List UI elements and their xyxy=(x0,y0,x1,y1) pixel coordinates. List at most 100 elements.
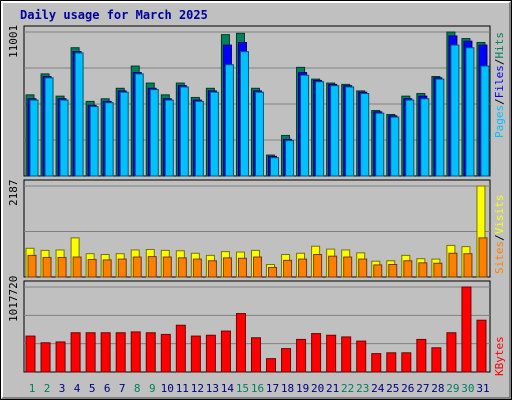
bar-kbytes-day-7 xyxy=(115,332,126,373)
bar-kbytes-day-3 xyxy=(55,341,66,373)
bar-pages-day-10 xyxy=(164,99,174,177)
bar-pages-day-16 xyxy=(254,91,264,177)
x-tick-day-25: 25 xyxy=(386,382,399,395)
bar-kbytes-day-24 xyxy=(371,353,382,373)
bar-pages-day-24 xyxy=(375,112,385,177)
bar-sites-day-11 xyxy=(177,257,187,278)
x-tick-day-26: 26 xyxy=(401,382,414,395)
bar-pages-day-22 xyxy=(345,86,355,177)
bar-kbytes-day-21 xyxy=(326,334,337,373)
x-tick-day-20: 20 xyxy=(311,382,324,395)
legend-sep-3: / xyxy=(493,234,506,241)
bar-kbytes-day-30 xyxy=(461,286,472,373)
x-tick-day-13: 13 xyxy=(206,382,219,395)
bar-pages-day-9 xyxy=(149,89,159,177)
bar-sites-day-25 xyxy=(388,264,398,278)
legend-visits: Visits xyxy=(493,195,506,235)
legend-pages: Pages xyxy=(493,105,506,138)
bar-kbytes-day-17 xyxy=(266,358,277,373)
legend-sep-2: / xyxy=(493,59,506,66)
legend-sep-1: / xyxy=(493,98,506,105)
bar-kbytes-day-12 xyxy=(190,335,201,373)
bar-pages-day-4 xyxy=(74,52,84,177)
bar-kbytes-day-26 xyxy=(401,352,412,373)
bar-sites-day-30 xyxy=(463,253,473,278)
bar-sites-day-9 xyxy=(147,256,157,278)
bar-sites-day-28 xyxy=(433,262,443,278)
bar-sites-day-19 xyxy=(298,258,308,278)
bar-pages-day-21 xyxy=(330,85,340,177)
chart-title: Daily usage for March 2025 xyxy=(20,8,208,22)
legend-kbytes: KBytes xyxy=(493,336,506,376)
bar-sites-day-6 xyxy=(102,259,112,278)
bar-sites-day-20 xyxy=(313,254,323,278)
bar-sites-day-24 xyxy=(373,264,383,278)
bar-kbytes-day-10 xyxy=(160,333,171,373)
bar-sites-day-22 xyxy=(343,256,353,278)
x-tick-day-3: 3 xyxy=(59,382,66,395)
bar-pages-day-1 xyxy=(29,99,39,177)
bar-pages-day-17 xyxy=(270,157,280,177)
bar-sites-day-5 xyxy=(87,259,97,278)
bar-kbytes-day-20 xyxy=(311,333,322,373)
x-tick-day-2: 2 xyxy=(44,382,51,395)
x-tick-day-17: 17 xyxy=(266,382,279,395)
bar-pages-day-20 xyxy=(315,81,325,177)
bar-kbytes-day-23 xyxy=(356,340,367,373)
bar-kbytes-day-13 xyxy=(205,334,216,373)
x-tick-day-16: 16 xyxy=(251,382,264,395)
x-tick-day-7: 7 xyxy=(119,382,126,395)
bar-kbytes-day-9 xyxy=(145,332,156,373)
bar-sites-day-18 xyxy=(283,259,293,278)
bar-sites-day-29 xyxy=(448,252,458,278)
bar-kbytes-day-18 xyxy=(281,348,292,373)
bar-sites-day-15 xyxy=(237,257,247,278)
x-tick-day-19: 19 xyxy=(296,382,309,395)
bar-sites-day-14 xyxy=(222,257,232,278)
bar-pages-day-13 xyxy=(209,91,219,177)
x-tick-day-28: 28 xyxy=(431,382,444,395)
bar-pages-day-19 xyxy=(300,74,310,177)
y-max-label-bot: 1017720 xyxy=(7,276,20,322)
bar-kbytes-day-14 xyxy=(220,330,231,373)
bar-kbytes-day-29 xyxy=(446,332,457,373)
legend-hits: Hits xyxy=(493,32,506,59)
bar-sites-day-31 xyxy=(478,237,488,278)
x-tick-day-11: 11 xyxy=(176,382,189,395)
bar-sites-day-13 xyxy=(207,260,217,278)
bar-kbytes-day-27 xyxy=(416,338,427,373)
bar-pages-day-8 xyxy=(134,73,144,177)
x-tick-day-30: 30 xyxy=(461,382,474,395)
bar-pages-day-25 xyxy=(390,116,400,177)
bar-pages-day-30 xyxy=(465,47,475,177)
bar-kbytes-day-25 xyxy=(386,352,397,373)
x-tick-day-31: 31 xyxy=(476,382,489,395)
y-max-label-top: 11001 xyxy=(7,25,20,58)
bar-sites-day-16 xyxy=(252,256,262,278)
bar-pages-day-29 xyxy=(450,44,460,177)
bar-pages-day-14 xyxy=(224,64,234,177)
side-legend-bot: KBytes xyxy=(493,336,506,376)
bar-sites-day-26 xyxy=(403,260,413,278)
bar-pages-day-28 xyxy=(435,78,445,177)
x-tick-day-10: 10 xyxy=(161,382,174,395)
x-tick-day-1: 1 xyxy=(29,382,36,395)
x-tick-day-23: 23 xyxy=(356,382,369,395)
bar-pages-day-12 xyxy=(194,100,204,177)
x-tick-day-4: 4 xyxy=(74,382,81,395)
y-max-label-mid: 2187 xyxy=(7,180,20,207)
bar-pages-day-26 xyxy=(405,99,415,177)
x-tick-day-24: 24 xyxy=(371,382,385,395)
bar-pages-day-7 xyxy=(119,91,129,177)
x-tick-day-9: 9 xyxy=(149,382,156,395)
bar-kbytes-day-8 xyxy=(130,331,141,373)
bar-sites-day-10 xyxy=(162,256,172,278)
bar-pages-day-27 xyxy=(420,98,430,177)
bar-pages-day-6 xyxy=(104,102,114,177)
bar-kbytes-day-1 xyxy=(25,335,36,373)
bar-kbytes-day-28 xyxy=(431,347,442,373)
bar-pages-day-3 xyxy=(59,99,69,177)
x-tick-day-18: 18 xyxy=(281,382,294,395)
